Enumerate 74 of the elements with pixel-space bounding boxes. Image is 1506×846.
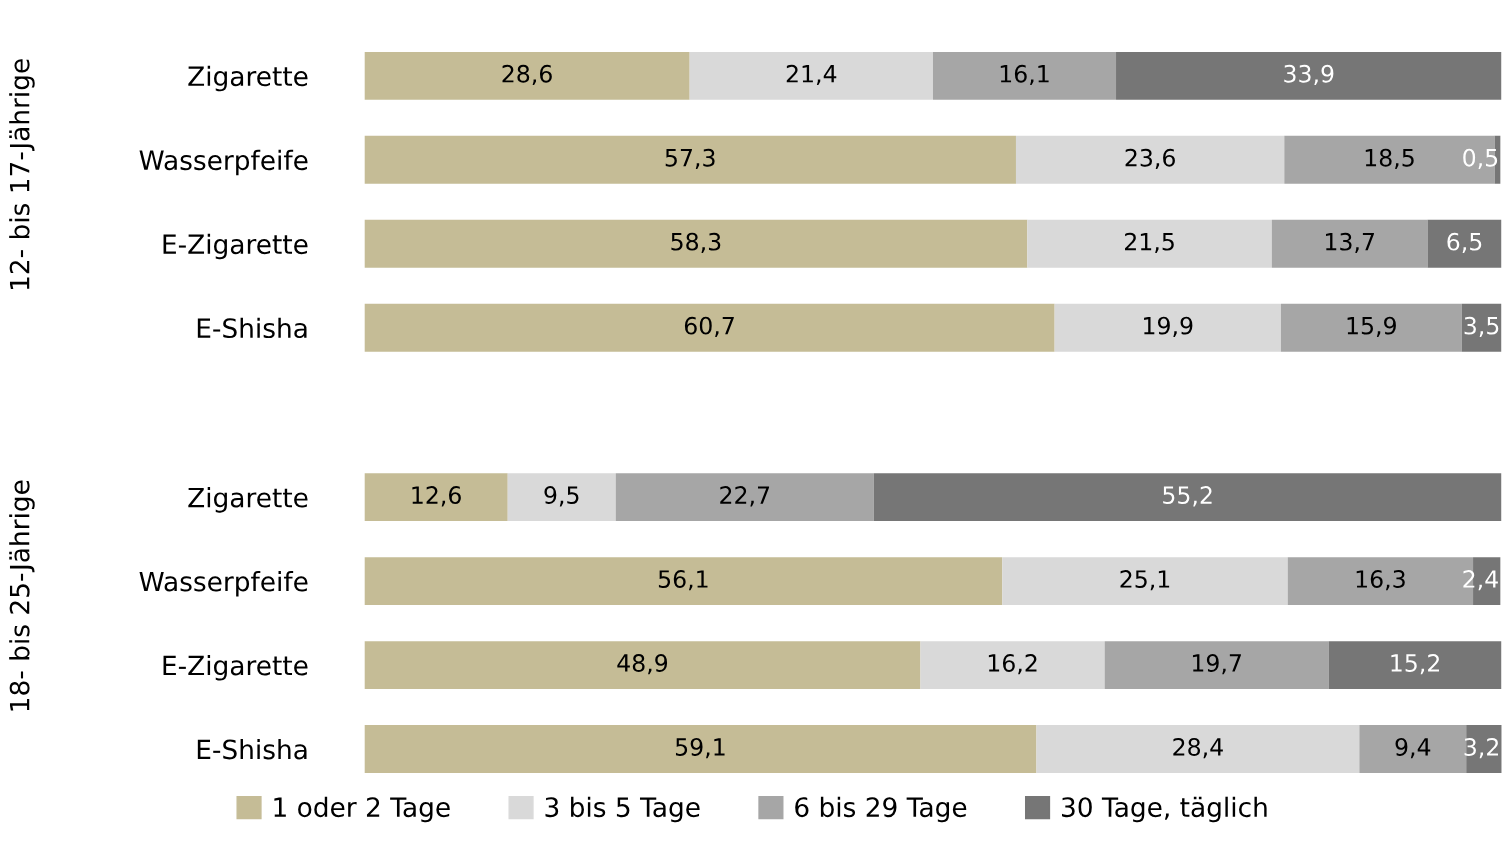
bar [364, 473, 508, 522]
bar [1002, 557, 1288, 606]
bar [364, 641, 921, 689]
data-label: 57,3 [665, 148, 715, 170]
bar [932, 51, 1117, 100]
data-label: 19,9 [1144, 316, 1193, 337]
bar [1116, 51, 1502, 100]
data-label: 28,6 [502, 64, 552, 86]
legend-label: 3 bis 5 Tage [545, 796, 700, 823]
data-label: 55,2 [1163, 486, 1212, 507]
bar [1015, 135, 1285, 184]
data-label: 56,1 [658, 570, 708, 591]
bar [1271, 219, 1428, 268]
data-label: 3,2 [1464, 738, 1498, 759]
bar [364, 725, 1037, 773]
y-tick-label: Zigarette [188, 487, 308, 513]
bar [1427, 219, 1502, 268]
bar [689, 51, 933, 100]
bar [873, 473, 1502, 522]
bar [364, 135, 1016, 184]
data-label: 15,9 [1347, 316, 1396, 337]
data-label: 21,5 [1125, 232, 1174, 254]
bar [364, 51, 690, 100]
data-label: 23,6 [1125, 148, 1175, 170]
data-label: 2,4 [1463, 570, 1498, 591]
data-label: 9,5 [544, 486, 579, 507]
bar [364, 303, 1055, 352]
y-tick-label: Zigarette [188, 65, 308, 92]
data-label: 16,3 [1356, 570, 1405, 591]
data-label: 3,5 [1464, 316, 1499, 337]
data-label: 9,4 [1395, 738, 1431, 759]
y-tick-label: E-Zigarette [163, 655, 308, 681]
bar [364, 557, 1003, 606]
bar [920, 641, 1105, 689]
legend-label: 6 bis 29 Tage [795, 796, 967, 823]
bar [507, 473, 616, 522]
data-label: 60,7 [684, 316, 734, 337]
bar [1027, 219, 1272, 268]
bar [615, 473, 874, 522]
data-label: 13,7 [1326, 232, 1374, 254]
data-label: 28,4 [1173, 738, 1223, 759]
data-label: 22,7 [720, 486, 770, 507]
bar [1104, 641, 1329, 689]
bar [1036, 725, 1360, 773]
data-label: 15,2 [1391, 654, 1439, 675]
data-label: 12,6 [412, 486, 461, 507]
bar [1328, 641, 1502, 689]
y-tick-label: E-Shisha [197, 739, 307, 760]
y-tick-label: Wasserpfeife [139, 571, 308, 597]
data-label: 21,4 [786, 64, 837, 86]
y-tick-label: E-Zigarette [163, 233, 308, 260]
y-tick-label: Wasserpfeife [139, 149, 308, 176]
legend-label: 30 Tage, täglich [1062, 796, 1267, 823]
data-label: 16,2 [988, 654, 1037, 675]
y-axis-title: 18- bis 25-Jährige [9, 480, 35, 711]
data-label: 18,5 [1365, 148, 1414, 170]
data-label: 48,9 [617, 654, 668, 675]
bar [1054, 303, 1281, 352]
bar [1461, 303, 1502, 352]
bar [1466, 725, 1502, 773]
data-label: 19,7 [1192, 654, 1241, 675]
data-label: 0,5 [1463, 148, 1498, 170]
bar [364, 219, 1028, 268]
bar [1284, 135, 1495, 184]
y-axis-title: 12- bis 17-Jährige [9, 59, 35, 290]
legend-label: 1 oder 2 Tage [274, 796, 450, 823]
data-label: 25,1 [1120, 570, 1170, 591]
data-label: 59,1 [675, 738, 725, 759]
bar [1280, 303, 1462, 352]
data-label: 16,1 [1000, 64, 1049, 86]
data-label: 6,5 [1447, 232, 1482, 254]
y-tick-label: E-Shisha [197, 317, 307, 339]
data-label: 58,3 [671, 232, 721, 254]
data-label: 33,9 [1284, 64, 1334, 86]
